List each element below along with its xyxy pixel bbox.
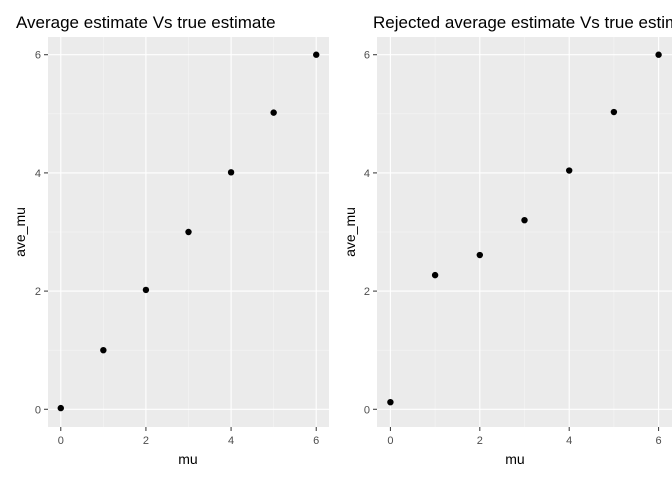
x-axis-label-left: mu xyxy=(178,451,197,467)
y-tick-label-right: 4 xyxy=(364,168,370,180)
x-tick-label-left: 4 xyxy=(228,435,234,447)
x-axis-label-right: mu xyxy=(505,451,524,467)
data-point-left xyxy=(185,228,192,236)
y-tick-label-right: 6 xyxy=(364,50,370,62)
points-right xyxy=(387,51,662,406)
y-tick-label-left: 6 xyxy=(35,50,41,62)
y-axis-label-left: ave_mu xyxy=(12,207,28,257)
x-ticks-right: 0 2 4 6 xyxy=(387,427,662,447)
data-point-left xyxy=(270,109,277,116)
y-tick-label-left: 4 xyxy=(35,168,41,180)
chart-title-left: Average estimate Vs true estimate xyxy=(16,13,276,32)
x-tick-label-right: 2 xyxy=(477,435,483,447)
x-tick-label-left: 0 xyxy=(58,435,64,447)
data-point-left xyxy=(142,286,150,294)
data-point-right xyxy=(476,251,484,259)
y-ticks-right: 0 2 4 6 xyxy=(364,50,377,416)
y-tick-label-left: 2 xyxy=(35,286,41,298)
points-left xyxy=(57,51,320,412)
data-point-right xyxy=(521,216,528,224)
data-point-left xyxy=(57,404,64,412)
y-axis-label-right: ave_mu xyxy=(342,207,358,257)
chart-panel-left: Average estimate Vs true estimate 0 2 4 6 0… xyxy=(12,13,329,467)
data-point-right xyxy=(431,271,439,279)
x-tick-label-left: 6 xyxy=(313,435,319,447)
x-ticks-left: 0 2 4 6 xyxy=(58,427,319,447)
y-tick-label-right: 0 xyxy=(364,404,370,416)
data-point-left xyxy=(100,346,107,354)
x-tick-label-right: 4 xyxy=(566,435,572,447)
data-point-left xyxy=(227,169,235,176)
data-point-left xyxy=(313,51,320,58)
gridlines-left xyxy=(48,37,329,427)
y-tick-label-left: 0 xyxy=(35,404,41,416)
x-tick-label-right: 0 xyxy=(387,435,393,447)
gridlines-right xyxy=(377,37,672,427)
y-ticks-left: 0 2 4 6 xyxy=(35,50,48,416)
x-tick-label-right: 6 xyxy=(656,435,662,447)
chart-panel-right: Rejected average estimate Vs true estima… xyxy=(342,13,672,467)
data-point-right xyxy=(387,398,394,406)
data-point-right xyxy=(610,108,618,116)
x-tick-label-left: 2 xyxy=(143,435,149,447)
chart-title-right: Rejected average estimate Vs true estima… xyxy=(373,13,672,32)
y-tick-label-right: 2 xyxy=(364,286,370,298)
data-point-right xyxy=(655,51,662,58)
data-point-right xyxy=(565,167,573,174)
